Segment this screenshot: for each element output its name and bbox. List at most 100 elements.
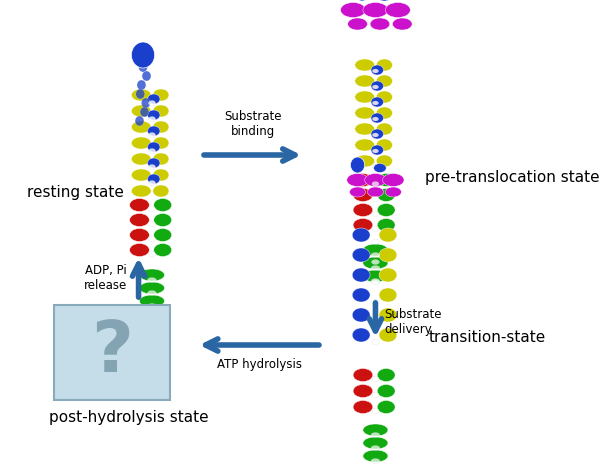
Ellipse shape — [139, 269, 164, 281]
Text: ATP hydrolysis: ATP hydrolysis — [217, 358, 302, 371]
Circle shape — [140, 107, 149, 117]
Text: resting state: resting state — [27, 185, 124, 200]
Ellipse shape — [363, 244, 388, 256]
Ellipse shape — [376, 59, 392, 71]
Ellipse shape — [153, 169, 169, 181]
Ellipse shape — [148, 164, 156, 169]
Ellipse shape — [355, 139, 375, 151]
Ellipse shape — [154, 213, 172, 227]
Ellipse shape — [372, 227, 379, 232]
Ellipse shape — [376, 123, 392, 135]
Ellipse shape — [372, 69, 379, 73]
Ellipse shape — [372, 212, 379, 217]
Ellipse shape — [377, 401, 395, 414]
Ellipse shape — [372, 117, 379, 121]
Ellipse shape — [372, 376, 379, 381]
Ellipse shape — [131, 169, 151, 181]
Ellipse shape — [148, 181, 156, 185]
Ellipse shape — [372, 133, 379, 137]
Ellipse shape — [372, 101, 379, 105]
Ellipse shape — [379, 228, 397, 242]
Ellipse shape — [353, 174, 373, 187]
Ellipse shape — [148, 101, 156, 105]
Ellipse shape — [353, 219, 373, 232]
Ellipse shape — [153, 185, 169, 197]
Ellipse shape — [352, 328, 370, 342]
Ellipse shape — [385, 2, 410, 17]
Ellipse shape — [392, 18, 412, 30]
Ellipse shape — [355, 155, 375, 167]
Ellipse shape — [148, 221, 156, 227]
Ellipse shape — [147, 126, 160, 136]
Ellipse shape — [131, 137, 151, 149]
Circle shape — [142, 98, 150, 108]
Ellipse shape — [147, 142, 160, 152]
Ellipse shape — [371, 300, 379, 305]
Ellipse shape — [376, 75, 392, 87]
Ellipse shape — [148, 117, 156, 122]
Ellipse shape — [147, 158, 160, 168]
Ellipse shape — [352, 288, 370, 302]
Circle shape — [131, 42, 155, 68]
Ellipse shape — [148, 206, 156, 212]
Ellipse shape — [355, 107, 375, 119]
Ellipse shape — [363, 257, 388, 269]
Ellipse shape — [131, 105, 151, 117]
Ellipse shape — [129, 198, 149, 212]
Ellipse shape — [139, 282, 164, 294]
Ellipse shape — [370, 18, 390, 30]
Ellipse shape — [372, 85, 379, 89]
Ellipse shape — [131, 153, 151, 165]
Ellipse shape — [153, 153, 169, 165]
Ellipse shape — [153, 105, 169, 117]
Ellipse shape — [349, 187, 366, 197]
Ellipse shape — [352, 308, 370, 322]
Ellipse shape — [352, 248, 370, 262]
Ellipse shape — [147, 278, 156, 283]
Ellipse shape — [347, 174, 368, 187]
Circle shape — [135, 116, 144, 126]
Circle shape — [139, 62, 147, 72]
Ellipse shape — [379, 288, 397, 302]
Text: ADP, Pi
release: ADP, Pi release — [84, 264, 127, 292]
Ellipse shape — [148, 236, 156, 241]
Ellipse shape — [379, 248, 397, 262]
Ellipse shape — [371, 320, 379, 324]
Ellipse shape — [377, 0, 392, 1]
Ellipse shape — [154, 198, 172, 212]
Ellipse shape — [371, 253, 380, 257]
Ellipse shape — [363, 270, 388, 282]
Ellipse shape — [341, 2, 366, 17]
Ellipse shape — [139, 295, 164, 307]
Ellipse shape — [371, 240, 379, 244]
Ellipse shape — [131, 185, 151, 197]
Ellipse shape — [371, 279, 379, 285]
Ellipse shape — [129, 243, 149, 256]
Ellipse shape — [377, 385, 395, 397]
Ellipse shape — [355, 123, 375, 135]
Ellipse shape — [363, 450, 388, 462]
Ellipse shape — [365, 174, 386, 187]
Ellipse shape — [147, 110, 160, 120]
Ellipse shape — [148, 251, 156, 256]
Ellipse shape — [353, 368, 373, 381]
Text: ?: ? — [91, 318, 132, 387]
Ellipse shape — [376, 91, 392, 103]
Circle shape — [351, 157, 365, 173]
Ellipse shape — [371, 113, 384, 123]
Ellipse shape — [355, 59, 375, 71]
Ellipse shape — [372, 149, 379, 153]
Ellipse shape — [367, 187, 384, 197]
Ellipse shape — [129, 213, 149, 227]
Ellipse shape — [352, 228, 370, 242]
Ellipse shape — [363, 2, 388, 17]
Ellipse shape — [372, 197, 379, 202]
Ellipse shape — [371, 145, 384, 155]
Ellipse shape — [371, 259, 379, 264]
Ellipse shape — [379, 308, 397, 322]
Circle shape — [137, 80, 146, 90]
Ellipse shape — [371, 446, 380, 451]
Circle shape — [136, 89, 145, 99]
Text: Substrate
binding: Substrate binding — [224, 110, 282, 138]
FancyBboxPatch shape — [54, 305, 170, 400]
